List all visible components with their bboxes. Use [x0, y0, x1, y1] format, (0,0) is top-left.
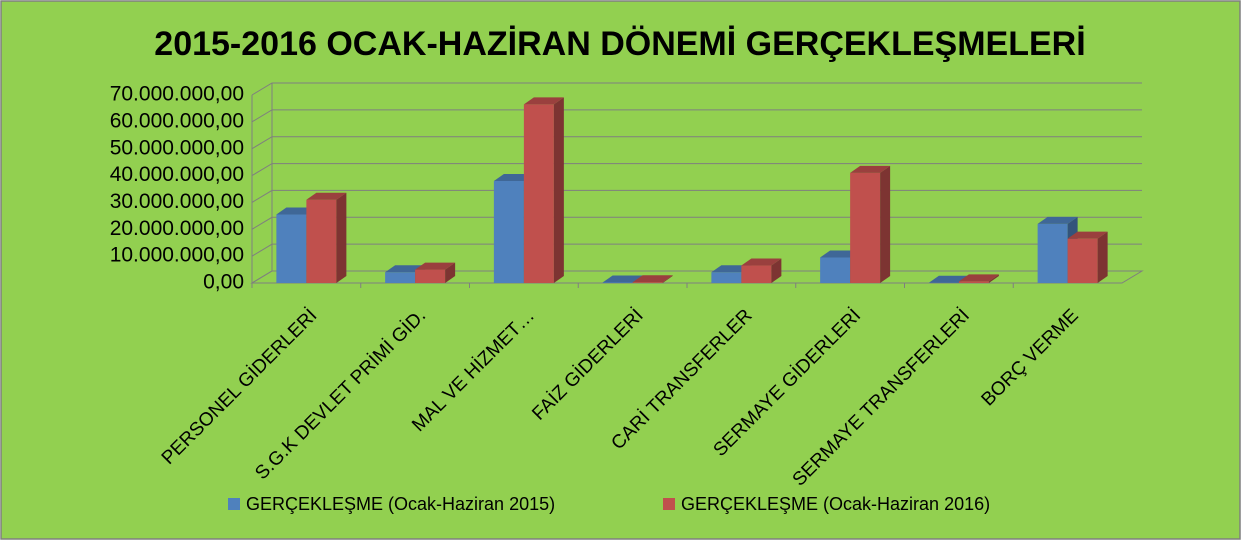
y-tick-label: 40.000.000,00 — [110, 163, 244, 186]
bar-front — [1037, 223, 1068, 283]
legend-label: GERÇEKLEŞME (Ocak-Haziran 2015) — [246, 494, 555, 514]
bar — [306, 192, 347, 283]
bar-front — [850, 172, 881, 283]
bar-front — [602, 282, 633, 283]
grid-line — [251, 82, 1142, 96]
bar-side — [880, 165, 891, 283]
bar-front — [415, 269, 446, 283]
bar-top — [602, 275, 643, 283]
bar-front — [385, 272, 416, 283]
bar — [1067, 231, 1108, 283]
y-tick-label: 60.000.000,00 — [110, 109, 244, 132]
grid-line — [251, 163, 1142, 177]
grid-line — [251, 109, 1142, 123]
legend-swatch — [228, 498, 240, 510]
y-tick-label: 10.000.000,00 — [110, 244, 244, 267]
bar-top — [928, 275, 969, 283]
bar-front — [523, 104, 554, 284]
y-tick-label: 20.000.000,00 — [110, 217, 244, 240]
bar-front — [820, 257, 851, 283]
bar-top — [632, 275, 673, 283]
y-tick-label: 30.000.000,00 — [110, 190, 244, 213]
legend-swatch — [663, 498, 675, 510]
bar-top — [1067, 231, 1108, 239]
bar-side — [1097, 231, 1108, 283]
bar-top — [741, 258, 782, 266]
bar-front — [741, 265, 772, 283]
bar-front — [306, 199, 337, 283]
bar-front — [958, 281, 989, 283]
bar-front — [711, 272, 742, 283]
bar-top — [523, 97, 564, 105]
y-tick-label: 0,00 — [203, 271, 244, 294]
bar — [415, 262, 456, 283]
bar-top — [306, 192, 347, 200]
bar-side — [771, 258, 782, 283]
chart-title: 2015-2016 OCAK-HAZİRAN DÖNEMİ GERÇEKLEŞM… — [154, 25, 1085, 63]
bar-front — [632, 282, 663, 283]
bar-front — [493, 180, 524, 283]
bar-top — [958, 274, 999, 282]
bar-side — [336, 192, 347, 283]
bar-top — [1037, 216, 1078, 224]
bar-front — [276, 214, 307, 283]
bar-front — [1067, 238, 1098, 283]
bar-side — [553, 97, 564, 284]
grid-line — [251, 136, 1142, 150]
bar — [632, 275, 673, 283]
bar — [850, 165, 891, 283]
y-tick-label: 50.000.000,00 — [110, 136, 244, 159]
legend-label: GERÇEKLEŞME (Ocak-Haziran 2016) — [681, 494, 990, 514]
bar-top — [850, 165, 891, 173]
bar — [523, 97, 564, 284]
bar — [958, 274, 999, 283]
y-tick-label: 70.000.000,00 — [110, 83, 244, 106]
bar-top — [415, 262, 456, 270]
bar-side — [662, 275, 673, 283]
bar — [741, 258, 782, 283]
bar-side — [445, 262, 456, 283]
bar-side — [988, 274, 999, 283]
